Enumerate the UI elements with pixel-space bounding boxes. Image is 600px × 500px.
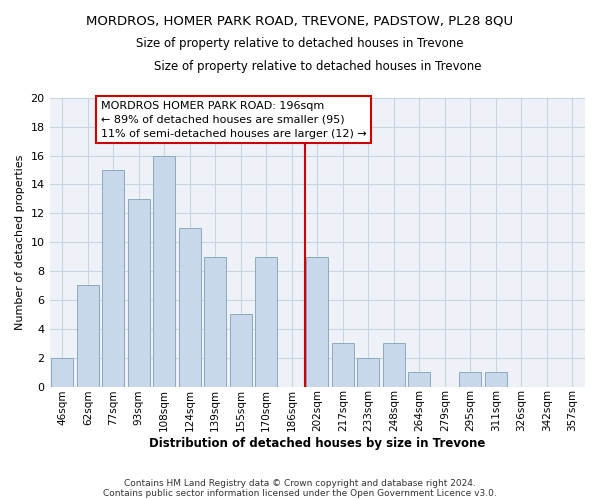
Text: Contains HM Land Registry data © Crown copyright and database right 2024.: Contains HM Land Registry data © Crown c…	[124, 478, 476, 488]
Text: Contains public sector information licensed under the Open Government Licence v3: Contains public sector information licen…	[103, 488, 497, 498]
Bar	[179, 228, 200, 386]
Bar	[52, 358, 73, 386]
Text: Size of property relative to detached houses in Trevone: Size of property relative to detached ho…	[136, 38, 464, 51]
Bar	[77, 286, 98, 386]
Bar	[230, 314, 251, 386]
Bar	[358, 358, 379, 386]
Bar	[154, 156, 175, 386]
Text: MORDROS HOMER PARK ROAD: 196sqm
← 89% of detached houses are smaller (95)
11% of: MORDROS HOMER PARK ROAD: 196sqm ← 89% of…	[101, 100, 366, 138]
Bar	[128, 199, 149, 386]
Title: Size of property relative to detached houses in Trevone: Size of property relative to detached ho…	[154, 60, 481, 73]
Bar	[205, 256, 226, 386]
Bar	[409, 372, 430, 386]
Bar	[307, 256, 328, 386]
Bar	[460, 372, 481, 386]
Bar	[485, 372, 506, 386]
Bar	[332, 343, 353, 386]
Bar	[103, 170, 124, 386]
Bar	[256, 256, 277, 386]
Text: MORDROS, HOMER PARK ROAD, TREVONE, PADSTOW, PL28 8QU: MORDROS, HOMER PARK ROAD, TREVONE, PADST…	[86, 15, 514, 28]
X-axis label: Distribution of detached houses by size in Trevone: Distribution of detached houses by size …	[149, 437, 485, 450]
Bar	[383, 343, 404, 386]
Y-axis label: Number of detached properties: Number of detached properties	[15, 154, 25, 330]
